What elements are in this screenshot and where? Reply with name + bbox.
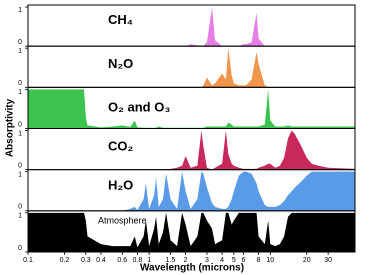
x-tick-label: 0.3	[81, 257, 91, 264]
x-tick-label: 4	[220, 257, 224, 264]
absorption-area	[28, 212, 355, 252]
series-label: CO₂	[108, 138, 134, 153]
panel-frame	[27, 4, 356, 47]
absorption-area	[28, 7, 355, 47]
absorption-area	[28, 48, 355, 88]
x-tick-label: 0.6	[117, 257, 127, 264]
series-label: O₂ and O₃	[108, 99, 170, 114]
y-tick-label: 0	[18, 163, 22, 170]
x-tick-label: 0.2	[60, 257, 70, 264]
x-tick-label: 5	[232, 257, 236, 264]
x-tick-label: 20	[303, 257, 311, 264]
x-tick-label: 0.8	[133, 257, 143, 264]
y-tick-label: 0	[18, 80, 22, 87]
y-tick-label: 1	[18, 172, 22, 179]
y-tick-label: 1	[18, 7, 22, 14]
x-axis-label: Wavelength (microns)	[140, 263, 244, 274]
x-tick-label: 30	[324, 257, 332, 264]
series-label: N₂O	[108, 56, 133, 71]
series-label: CH₄	[108, 12, 133, 27]
y-tick-label: 1	[18, 89, 22, 96]
x-tick-label: 8	[257, 257, 261, 264]
x-tick-label: 0.4	[96, 257, 106, 264]
x-tick-label: 1.5	[166, 257, 176, 264]
absorption-area	[28, 89, 355, 129]
absorption-area	[28, 171, 355, 211]
y-tick-label: 0	[18, 204, 22, 211]
y-tick-label: 0	[18, 121, 22, 128]
series-label: Atmosphere	[98, 216, 147, 226]
x-tick-label: 0.1	[23, 257, 33, 264]
y-axis-label: Absorptivity	[5, 98, 16, 157]
absorption-area	[28, 130, 355, 170]
y-tick-label: 1	[18, 48, 22, 55]
y-tick-label: 0	[18, 39, 22, 46]
x-tick-label: 6	[241, 257, 245, 264]
x-tick-label: 10	[266, 257, 274, 264]
y-tick-label: 1	[18, 130, 22, 137]
series-label: H₂O	[108, 178, 133, 193]
y-tick-label: 0	[18, 245, 22, 252]
panel-frame	[27, 45, 356, 88]
y-tick-label: 1	[18, 213, 22, 220]
x-tick-label: 1	[147, 257, 151, 264]
x-tick-label: 3	[205, 257, 209, 264]
panel-frame	[27, 210, 356, 253]
x-tick-label: 2	[184, 257, 188, 264]
